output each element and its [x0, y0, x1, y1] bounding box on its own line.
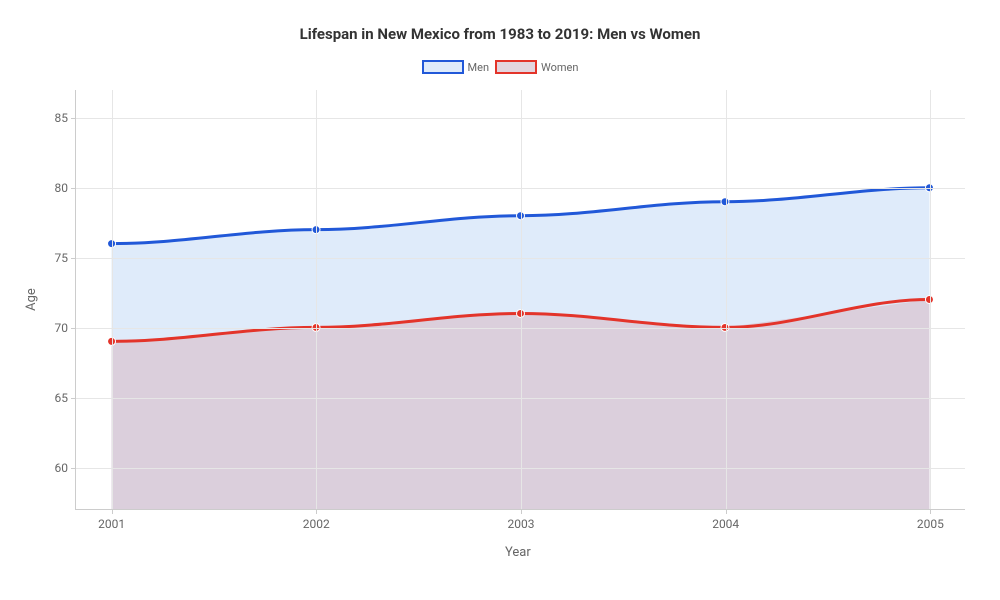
- legend-label: Women: [541, 61, 578, 74]
- x-tick-label: 2005: [917, 509, 944, 531]
- legend-swatch: [495, 60, 537, 74]
- x-axis-label: Year: [505, 545, 531, 560]
- y-tick-label: 85: [55, 111, 77, 125]
- chart-title: Lifespan in New Mexico from 1983 to 2019…: [0, 25, 1000, 43]
- x-tick-label: 2004: [712, 509, 739, 531]
- legend: Men Women: [0, 60, 1000, 74]
- chart-container: Lifespan in New Mexico from 1983 to 2019…: [0, 0, 1000, 600]
- y-tick-label: 70: [55, 321, 77, 335]
- legend-swatch: [422, 60, 464, 74]
- plot-area: 60657075808520012002200320042005: [75, 90, 965, 510]
- gridline-vertical: [726, 90, 727, 509]
- x-tick-label: 2003: [508, 509, 535, 531]
- legend-item-men: Men: [422, 60, 490, 74]
- y-axis-label: Age: [24, 288, 39, 311]
- y-tick-label: 65: [55, 391, 77, 405]
- y-tick-label: 80: [55, 181, 77, 195]
- gridline-vertical: [316, 90, 317, 509]
- gridline-vertical: [930, 90, 931, 509]
- x-tick-label: 2002: [303, 509, 330, 531]
- legend-item-women: Women: [495, 60, 578, 74]
- gridline-vertical: [521, 90, 522, 509]
- legend-label: Men: [468, 61, 490, 74]
- y-tick-label: 75: [55, 251, 77, 265]
- x-tick-label: 2001: [98, 509, 125, 531]
- gridline-vertical: [112, 90, 113, 509]
- y-tick-label: 60: [55, 461, 77, 475]
